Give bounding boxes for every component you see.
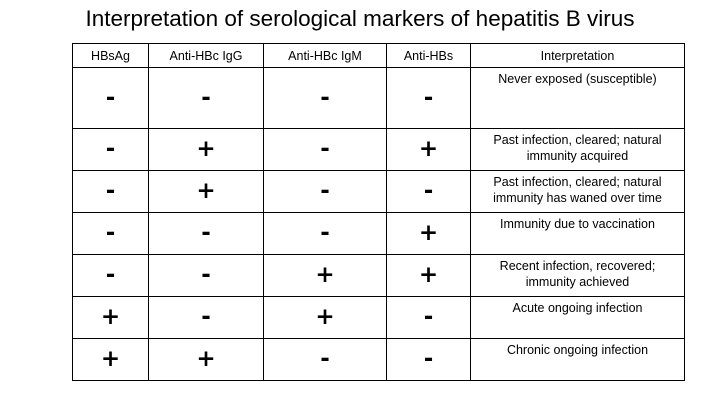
cell-anti-hbs: - [386,67,471,129]
cell-anti-hbc-igm: - [263,67,387,129]
header-hbsag: HBsAg [72,43,149,68]
cell-anti-hbc-igg: - [148,212,264,255]
header-anti-hbc-igm: Anti-HBc IgM [263,43,387,68]
cell-interpretation: Immunity due to vaccination [470,212,685,255]
table-row: - - - - Never exposed (susceptible) [72,67,685,129]
cell-hbsag: - [72,254,149,297]
cell-interpretation: Acute ongoing infection [470,296,685,339]
header-anti-hbc-igg: Anti-HBc IgG [148,43,264,68]
cell-anti-hbc-igg: + [148,170,264,213]
cell-hbsag: + [72,338,149,381]
cell-anti-hbc-igg: + [148,128,264,171]
cell-anti-hbc-igg: - [148,67,264,129]
cell-interpretation: Past infection, cleared; natural immunit… [470,128,685,171]
table-header-row: HBsAg Anti-HBc IgG Anti-HBc IgM Anti-HBs… [72,43,685,68]
cell-hbsag: + [72,296,149,339]
cell-anti-hbs: + [386,212,471,255]
cell-interpretation: Past infection, cleared; natural immunit… [470,170,685,213]
cell-anti-hbs: - [386,170,471,213]
table-row: + + - - Chronic ongoing infection [72,338,685,381]
serology-table: HBsAg Anti-HBc IgG Anti-HBc IgM Anti-HBs… [72,43,685,381]
page-title: Interpretation of serological markers of… [85,6,635,31]
header-interpretation: Interpretation [470,43,685,68]
cell-anti-hbc-igg: + [148,338,264,381]
cell-interpretation: Never exposed (susceptible) [470,67,685,129]
cell-anti-hbc-igg: - [148,254,264,297]
table-row: - - - + Immunity due to vaccination [72,212,685,255]
cell-anti-hbs: + [386,254,471,297]
cell-hbsag: - [72,128,149,171]
cell-anti-hbc-igm: + [263,296,387,339]
cell-anti-hbs: + [386,128,471,171]
table-row: - + - - Past infection, cleared; natural… [72,170,685,213]
table-row: - - + + Recent infection, recovered; imm… [72,254,685,297]
cell-interpretation: Recent infection, recovered; immunity ac… [470,254,685,297]
cell-anti-hbc-igm: - [263,128,387,171]
cell-hbsag: - [72,67,149,129]
cell-anti-hbc-igm: + [263,254,387,297]
table-row: - + - + Past infection, cleared; natural… [72,128,685,171]
header-anti-hbs: Anti-HBs [386,43,471,68]
cell-anti-hbc-igm: - [263,170,387,213]
cell-interpretation: Chronic ongoing infection [470,338,685,381]
table-row: + - + - Acute ongoing infection [72,296,685,339]
cell-anti-hbs: - [386,296,471,339]
cell-anti-hbc-igg: - [148,296,264,339]
cell-anti-hbs: - [386,338,471,381]
cell-hbsag: - [72,170,149,213]
cell-anti-hbc-igm: - [263,338,387,381]
cell-hbsag: - [72,212,149,255]
cell-anti-hbc-igm: - [263,212,387,255]
